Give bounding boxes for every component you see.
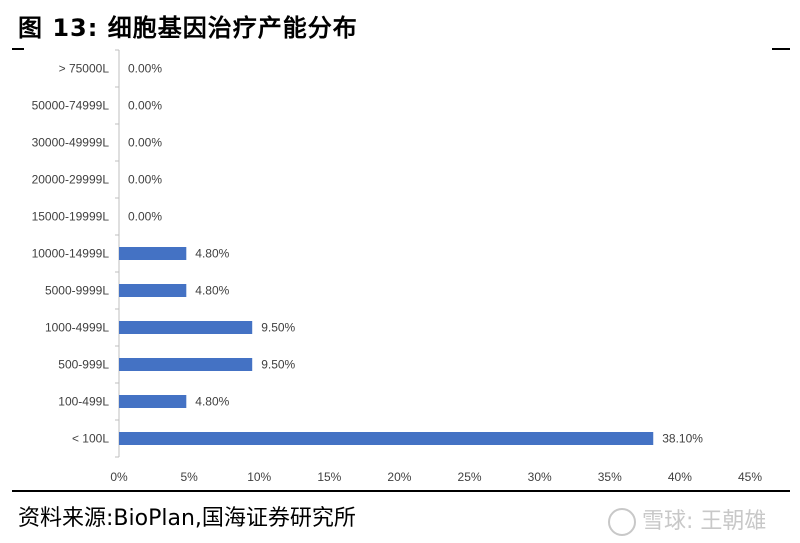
category-label: 100-499L (58, 395, 109, 409)
data-label: 9.50% (261, 358, 295, 372)
data-label: 38.10% (662, 432, 703, 446)
x-tick-label: 10% (247, 470, 271, 484)
bar (119, 247, 187, 260)
category-label: > 75000L (59, 62, 110, 76)
category-label: 5000-9999L (45, 284, 109, 298)
data-label: 0.00% (128, 99, 162, 113)
title-rule-right (772, 48, 790, 50)
title-rule-left (12, 48, 24, 50)
x-tick-label: 0% (110, 470, 128, 484)
category-label: < 100L (72, 432, 109, 446)
category-label: 30000-49999L (32, 136, 110, 150)
bar (119, 284, 187, 297)
x-tick-label: 20% (387, 470, 411, 484)
bar (119, 321, 253, 334)
x-tick-label: 45% (738, 470, 762, 484)
data-label: 4.80% (195, 395, 229, 409)
x-tick-label: 30% (528, 470, 552, 484)
x-tick-label: 15% (317, 470, 341, 484)
watermark: 雪球: 王朝雄 (608, 503, 766, 536)
source-rule (12, 490, 790, 492)
category-label: 500-999L (58, 358, 109, 372)
bar (119, 432, 654, 445)
bar (119, 358, 253, 371)
category-label: 15000-19999L (32, 210, 110, 224)
category-label: 1000-4999L (45, 321, 109, 335)
x-tick-label: 35% (598, 470, 622, 484)
x-tick-label: 5% (180, 470, 198, 484)
figure-title: 图 13: 细胞基因治疗产能分布 (18, 14, 358, 42)
bar (119, 395, 187, 408)
data-label: 0.00% (128, 173, 162, 187)
data-label: 0.00% (128, 136, 162, 150)
data-label: 0.00% (128, 210, 162, 224)
data-label: 4.80% (195, 247, 229, 261)
data-label: 4.80% (195, 284, 229, 298)
x-tick-label: 40% (668, 470, 692, 484)
category-label: 50000-74999L (32, 99, 110, 113)
watermark-text: 雪球: 王朝雄 (642, 509, 767, 534)
category-label: 20000-29999L (32, 173, 110, 187)
snowball-logo-icon (608, 508, 636, 536)
data-label: 9.50% (261, 321, 295, 335)
x-tick-label: 25% (458, 470, 482, 484)
source-note: 资料来源:BioPlan,国海证券研究所 (18, 506, 356, 531)
category-label: 10000-14999L (32, 247, 110, 261)
data-label: 0.00% (128, 62, 162, 76)
